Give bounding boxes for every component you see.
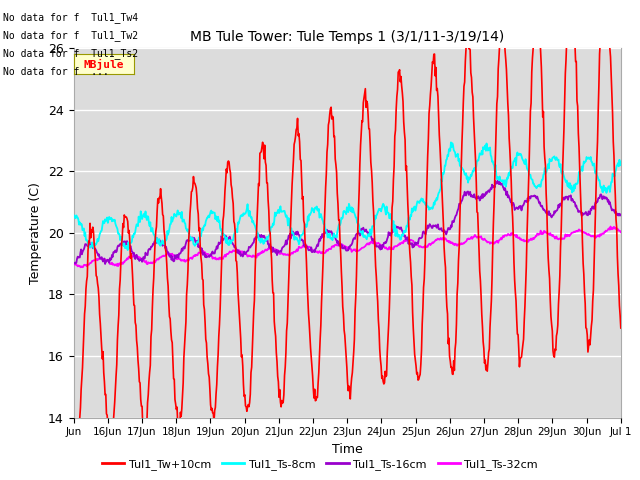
Text: No data for f  Tul1_Ts2: No data for f Tul1_Ts2 (3, 48, 138, 60)
Title: MB Tule Tower: Tule Temps 1 (3/1/11-3/19/14): MB Tule Tower: Tule Temps 1 (3/1/11-3/19… (190, 30, 504, 44)
Text: No data for f  Tul1_Tw2: No data for f Tul1_Tw2 (3, 30, 138, 41)
Text: MBjule: MBjule (84, 59, 124, 70)
Text: No data for f  Tul1_Tw4: No data for f Tul1_Tw4 (3, 12, 138, 23)
Legend: Tul1_Tw+10cm, Tul1_Ts-8cm, Tul1_Ts-16cm, Tul1_Ts-32cm: Tul1_Tw+10cm, Tul1_Ts-8cm, Tul1_Ts-16cm,… (97, 455, 543, 474)
Y-axis label: Temperature (C): Temperature (C) (29, 182, 42, 284)
Text: No data for f  ...: No data for f ... (3, 67, 109, 77)
X-axis label: Time: Time (332, 443, 363, 456)
